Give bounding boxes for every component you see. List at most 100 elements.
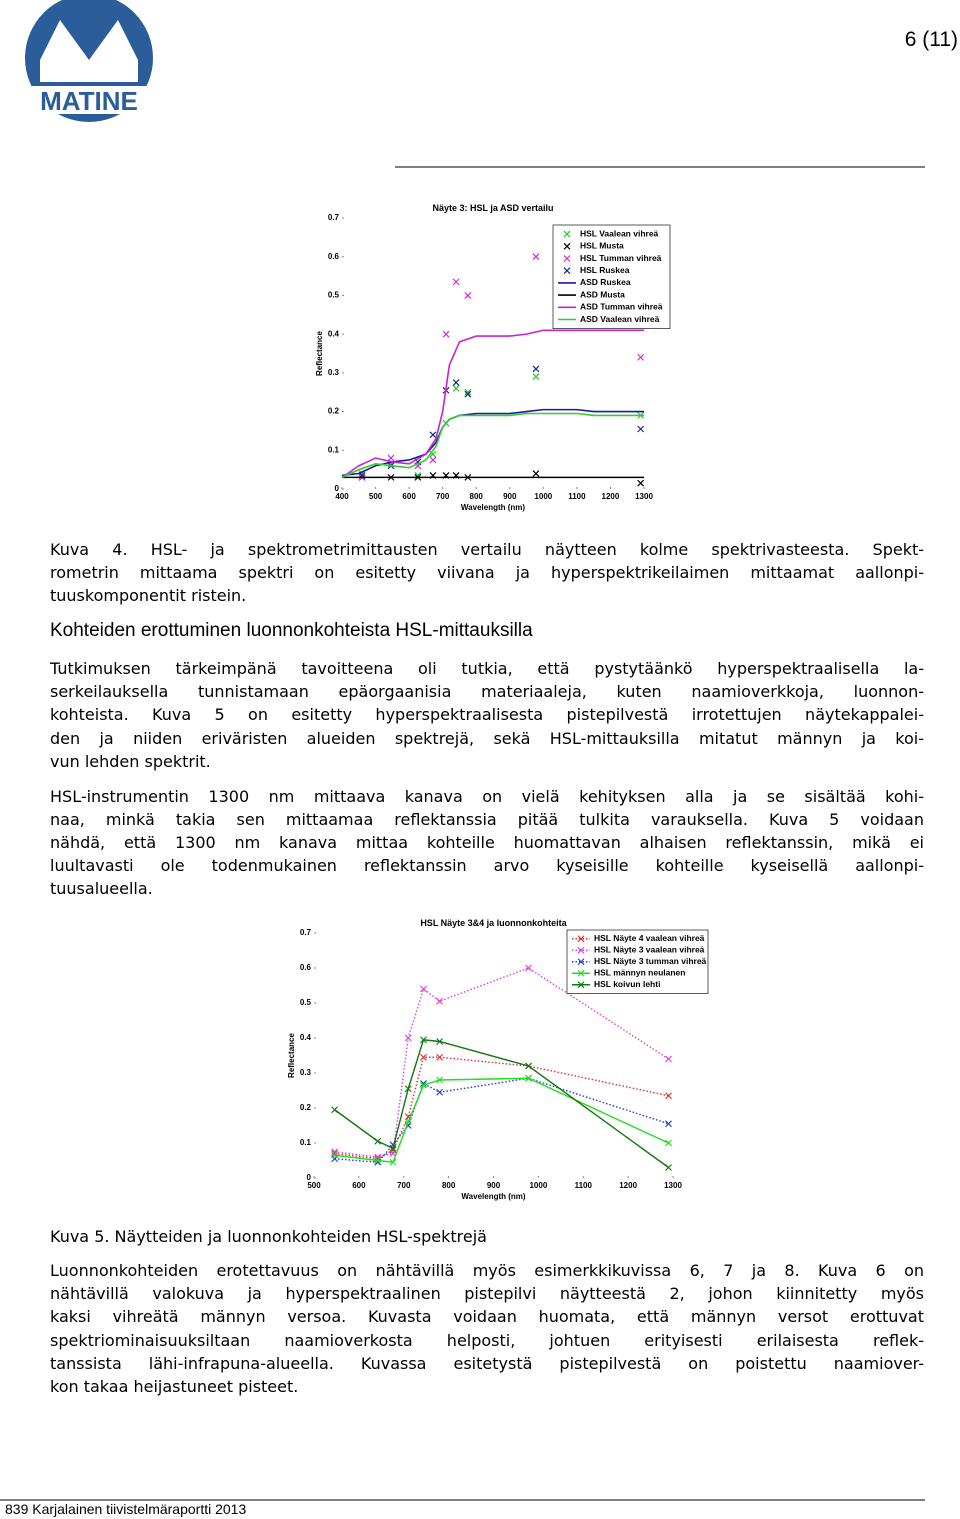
- y-tick-label: 0.2: [328, 407, 340, 416]
- text-line: rometrin mittaama spektri on esitetty vi…: [50, 563, 924, 582]
- data-point: [436, 997, 444, 1005]
- data-point: [389, 1144, 397, 1152]
- legend-marker: [563, 242, 571, 250]
- text-line: tuusalueella.: [50, 879, 153, 898]
- y-tick-label: 0: [307, 1173, 312, 1182]
- data-point: [387, 454, 395, 462]
- x-tick-label: 600: [402, 492, 416, 501]
- text-line: nähdä, että 1300 nm kanava mittaa kohtei…: [50, 833, 924, 852]
- text-line: vun lehden spektrit.: [50, 751, 211, 771]
- series-line: [334, 967, 669, 1158]
- data-point: [532, 253, 540, 261]
- data-point: [331, 1106, 339, 1114]
- legend-label: HSL koivun lehti: [594, 979, 660, 989]
- y-tick-label: 0.7: [328, 213, 340, 222]
- data-point: [525, 1074, 532, 1082]
- data-point: [525, 964, 532, 972]
- y-tick-label: 0: [335, 484, 340, 493]
- text-line: kohteista. Kuva 5 on esitetty hyperspekt…: [50, 705, 924, 725]
- text-line: Kuva 4. HSL- ja spektrometrimittausten v…: [50, 540, 924, 559]
- y-tick-label: 0.1: [328, 445, 340, 454]
- text-line: nähtävillä valokuva ja hyperspektraaline…: [50, 1284, 924, 1304]
- data-point: [637, 425, 645, 433]
- y-tick-label: 0.5: [300, 998, 312, 1007]
- x-tick-label: 600: [352, 1181, 366, 1190]
- data-point: [331, 1151, 339, 1159]
- legend-label: HSL Näyte 4 vaalean vihreä: [594, 933, 705, 943]
- y-tick-label: 0.1: [300, 1138, 312, 1147]
- data-point: [532, 470, 540, 477]
- data-point: [464, 390, 472, 398]
- chart-title: HSL Näyte 3&4 ja luonnonkohteita: [420, 918, 567, 928]
- data-point: [637, 353, 645, 361]
- x-tick-label: 700: [436, 492, 450, 501]
- data-point: [420, 1081, 427, 1089]
- text-line: Kuva 5. Näytteiden ja luonnonkohteiden H…: [50, 1227, 487, 1246]
- y-tick-label: 0.4: [300, 1033, 312, 1042]
- data-point: [404, 1118, 412, 1126]
- data-point: [429, 456, 437, 464]
- y-tick-label: 0.6: [328, 252, 340, 261]
- data-point: [532, 373, 540, 381]
- x-tick-label: 800: [442, 1181, 456, 1190]
- text-line: HSL-instrumentin 1300 nm mittaava kanava…: [50, 787, 924, 806]
- legend-label: HSL Näyte 3 tumman vihreä: [594, 956, 707, 966]
- x-tick-label: 1300: [664, 1181, 682, 1190]
- x-axis-label: Wavelength (nm): [461, 1192, 525, 1201]
- data-point: [436, 1038, 444, 1045]
- data-point: [420, 985, 427, 993]
- logo-band: [26, 86, 152, 114]
- x-tick-label: 1000: [534, 492, 552, 501]
- logo-mark: [40, 20, 138, 82]
- series-line: [334, 1077, 669, 1164]
- y-tick-label: 0.3: [328, 368, 340, 377]
- legend-label: HSL Musta: [580, 241, 624, 251]
- text-line: tanssista lähi-infrapuna-alueella. Kuvas…: [50, 1353, 924, 1373]
- series-line: [341, 329, 644, 479]
- x-tick-label: 900: [487, 1181, 501, 1190]
- x-tick-label: 500: [307, 1181, 321, 1190]
- legend-marker: [577, 946, 585, 954]
- legend-marker: [563, 255, 571, 262]
- legend-box: [552, 224, 671, 329]
- charts: Näyte 3: HSL ja ASD vertailu 0 0.1 0.2 0.3 0.…: [287, 203, 709, 1201]
- text-line: serkeilauksella tunnistamaan epäorgaanis…: [50, 682, 924, 702]
- data-point: [404, 1034, 412, 1042]
- y-tick-label: 0.2: [300, 1103, 312, 1112]
- series-line: [341, 408, 644, 477]
- text-line: naa, minkä takia sen mittaamaa reflektan…: [50, 810, 924, 829]
- series-line: [334, 1038, 669, 1169]
- text-line: Tutkimuksen tärkeimpänä tavoitteena oli …: [50, 659, 924, 678]
- text-line: den ja niiden eriväristen alueiden spekt…: [50, 728, 924, 748]
- legend-marker: [577, 969, 585, 977]
- data-point: [665, 1164, 672, 1171]
- data-point: [532, 365, 540, 373]
- text-line: kaksi vihreätä männyn versoa. Kuvasta vo…: [50, 1307, 924, 1327]
- data-point: [420, 1036, 427, 1044]
- y-tick-label: 0.4: [328, 329, 340, 338]
- x-tick-label: 1200: [602, 492, 620, 501]
- text-line: tuuskomponentit ristein.: [50, 586, 247, 605]
- legend-label: HSL Ruskea: [580, 265, 630, 275]
- data-point: [389, 1158, 397, 1166]
- page-number: 6 (11): [905, 28, 958, 51]
- footer-text: 839 Karjalainen tiivistelmäraportti 2013: [5, 1501, 246, 1517]
- legend-marker: [577, 958, 585, 966]
- y-tick-label: 0.7: [300, 928, 312, 937]
- x-axis-label: Wavelength (nm): [461, 503, 525, 512]
- x-tick-label: 1100: [575, 1181, 593, 1190]
- y-axis-label: Reflectance: [287, 1033, 296, 1078]
- data-point: [665, 1139, 672, 1147]
- legend-label: ASD Musta: [580, 289, 625, 299]
- data-point: [665, 1055, 672, 1063]
- y-axis-label: Reflectance: [315, 331, 324, 376]
- text-line: luultavasti ole todenmukainen reflektans…: [50, 856, 924, 875]
- x-tick-label: 400: [335, 492, 349, 501]
- data-point: [374, 1137, 382, 1145]
- data-point: [436, 1053, 444, 1061]
- data-point: [665, 1120, 672, 1128]
- y-tick-label: 0.3: [300, 1068, 312, 1077]
- text-line: spektriominaisuuksiltaan naamioverkosta …: [50, 1330, 924, 1350]
